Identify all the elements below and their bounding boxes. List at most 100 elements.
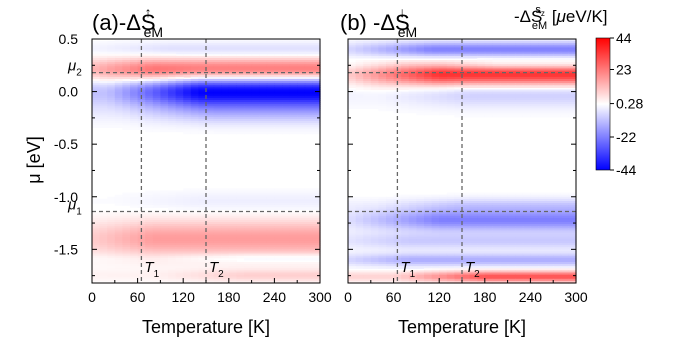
heatmap-cell — [500, 266, 509, 269]
heatmap-cell — [401, 280, 410, 284]
heatmap-cell — [99, 268, 108, 271]
heatmap-cell — [274, 89, 283, 93]
heatmap-cell — [439, 207, 448, 210]
heatmap-cell — [462, 213, 471, 217]
heatmap-cell — [484, 264, 493, 267]
heatmap-cell — [221, 125, 230, 128]
heatmap-cell — [545, 217, 554, 221]
heatmap-cell — [236, 217, 245, 221]
heatmap-cell — [152, 108, 161, 112]
heatmap-cell — [408, 198, 417, 202]
heatmap-cell — [560, 108, 569, 112]
heatmap-cell — [401, 66, 410, 70]
heatmap-cell — [507, 45, 516, 49]
heatmap-cell — [431, 238, 440, 242]
heatmap-cell — [236, 68, 245, 72]
heatmap-cell — [348, 259, 357, 263]
heatmap-cell — [190, 200, 199, 204]
heatmap-cell — [370, 230, 379, 234]
heatmap-cell — [545, 108, 554, 112]
heatmap-cell — [424, 87, 433, 91]
heatmap-cell — [312, 280, 321, 284]
heatmap-cell — [401, 234, 410, 238]
heatmap-cell — [175, 219, 184, 223]
heatmap-cell — [370, 245, 379, 248]
heatmap-cell — [439, 253, 448, 257]
heatmap-cell — [507, 47, 516, 51]
heatmap-cell — [386, 259, 395, 263]
heatmap-cell — [477, 234, 486, 238]
heatmap-cell — [304, 272, 313, 276]
heatmap-cell — [492, 81, 501, 84]
heatmap-cell — [408, 272, 417, 276]
heatmap-cell — [378, 228, 387, 232]
heatmap-cell — [312, 123, 321, 126]
y-tick-label: 0.0 — [59, 84, 79, 100]
heatmap-cell — [462, 238, 471, 242]
heatmap-cell — [145, 95, 154, 99]
heatmap-cell — [221, 190, 230, 194]
heatmap-cell — [145, 222, 154, 225]
heatmap-cell — [386, 205, 395, 208]
heatmap-cell — [477, 114, 486, 118]
heatmap-cell — [439, 194, 448, 198]
heatmap-cell — [114, 51, 123, 55]
heatmap-cell — [560, 93, 569, 97]
heatmap-cell — [190, 45, 199, 49]
heatmap-cell — [114, 266, 123, 269]
heatmap-cell — [355, 81, 364, 84]
heatmap-cell — [312, 91, 321, 95]
heatmap-cell — [355, 78, 364, 82]
heatmap-cell — [289, 232, 298, 236]
heatmap-cell — [107, 83, 116, 86]
heatmap-cell — [122, 243, 131, 246]
heatmap-cell — [530, 249, 539, 253]
heatmap-cell — [363, 198, 372, 202]
heatmap-cell — [454, 274, 463, 278]
heatmap-cell — [198, 83, 207, 86]
heatmap-cell — [484, 114, 493, 118]
heatmap-cell — [439, 102, 448, 105]
heatmap-cell — [416, 87, 425, 91]
heatmap-cell — [408, 62, 417, 65]
heatmap-cell — [274, 205, 283, 208]
heatmap-cell — [446, 45, 455, 49]
heatmap-cell — [454, 78, 463, 82]
heatmap-cell — [401, 78, 410, 82]
heatmap-cell — [553, 102, 562, 105]
heatmap-cell — [522, 74, 531, 78]
heatmap-cell — [515, 272, 524, 276]
heatmap-cell — [168, 76, 177, 80]
heatmap-cell — [274, 60, 283, 63]
heatmap-cell — [244, 51, 253, 55]
heatmap-cell — [206, 261, 215, 265]
heatmap-cell — [515, 104, 524, 107]
heatmap-cell — [530, 112, 539, 116]
heatmap-cell — [355, 39, 364, 42]
heatmap-cell — [312, 266, 321, 269]
heatmap-cell — [122, 257, 131, 261]
heatmap-cell — [446, 106, 455, 110]
heatmap-cell — [500, 245, 509, 248]
heatmap-cell — [431, 43, 440, 46]
heatmap-cell — [355, 209, 364, 213]
heatmap-cell — [312, 97, 321, 101]
heatmap-cell — [221, 194, 230, 198]
heatmap-cell — [500, 230, 509, 234]
heatmap-cell — [370, 253, 379, 257]
heatmap-cell — [446, 270, 455, 274]
heatmap-cell — [282, 272, 291, 276]
heatmap-cell — [560, 226, 569, 229]
heatmap-cell — [297, 194, 306, 198]
heatmap-cell — [522, 251, 531, 255]
heatmap-cell — [282, 121, 291, 124]
heatmap-cell — [568, 47, 577, 51]
heatmap-cell — [507, 205, 516, 208]
heatmap-cell — [244, 118, 253, 122]
heatmap-cell — [198, 196, 207, 200]
heatmap-cell — [378, 226, 387, 229]
heatmap-cell — [484, 110, 493, 114]
heatmap-cell — [183, 62, 192, 65]
heatmap-cell — [190, 51, 199, 55]
heatmap-cell — [304, 39, 313, 42]
